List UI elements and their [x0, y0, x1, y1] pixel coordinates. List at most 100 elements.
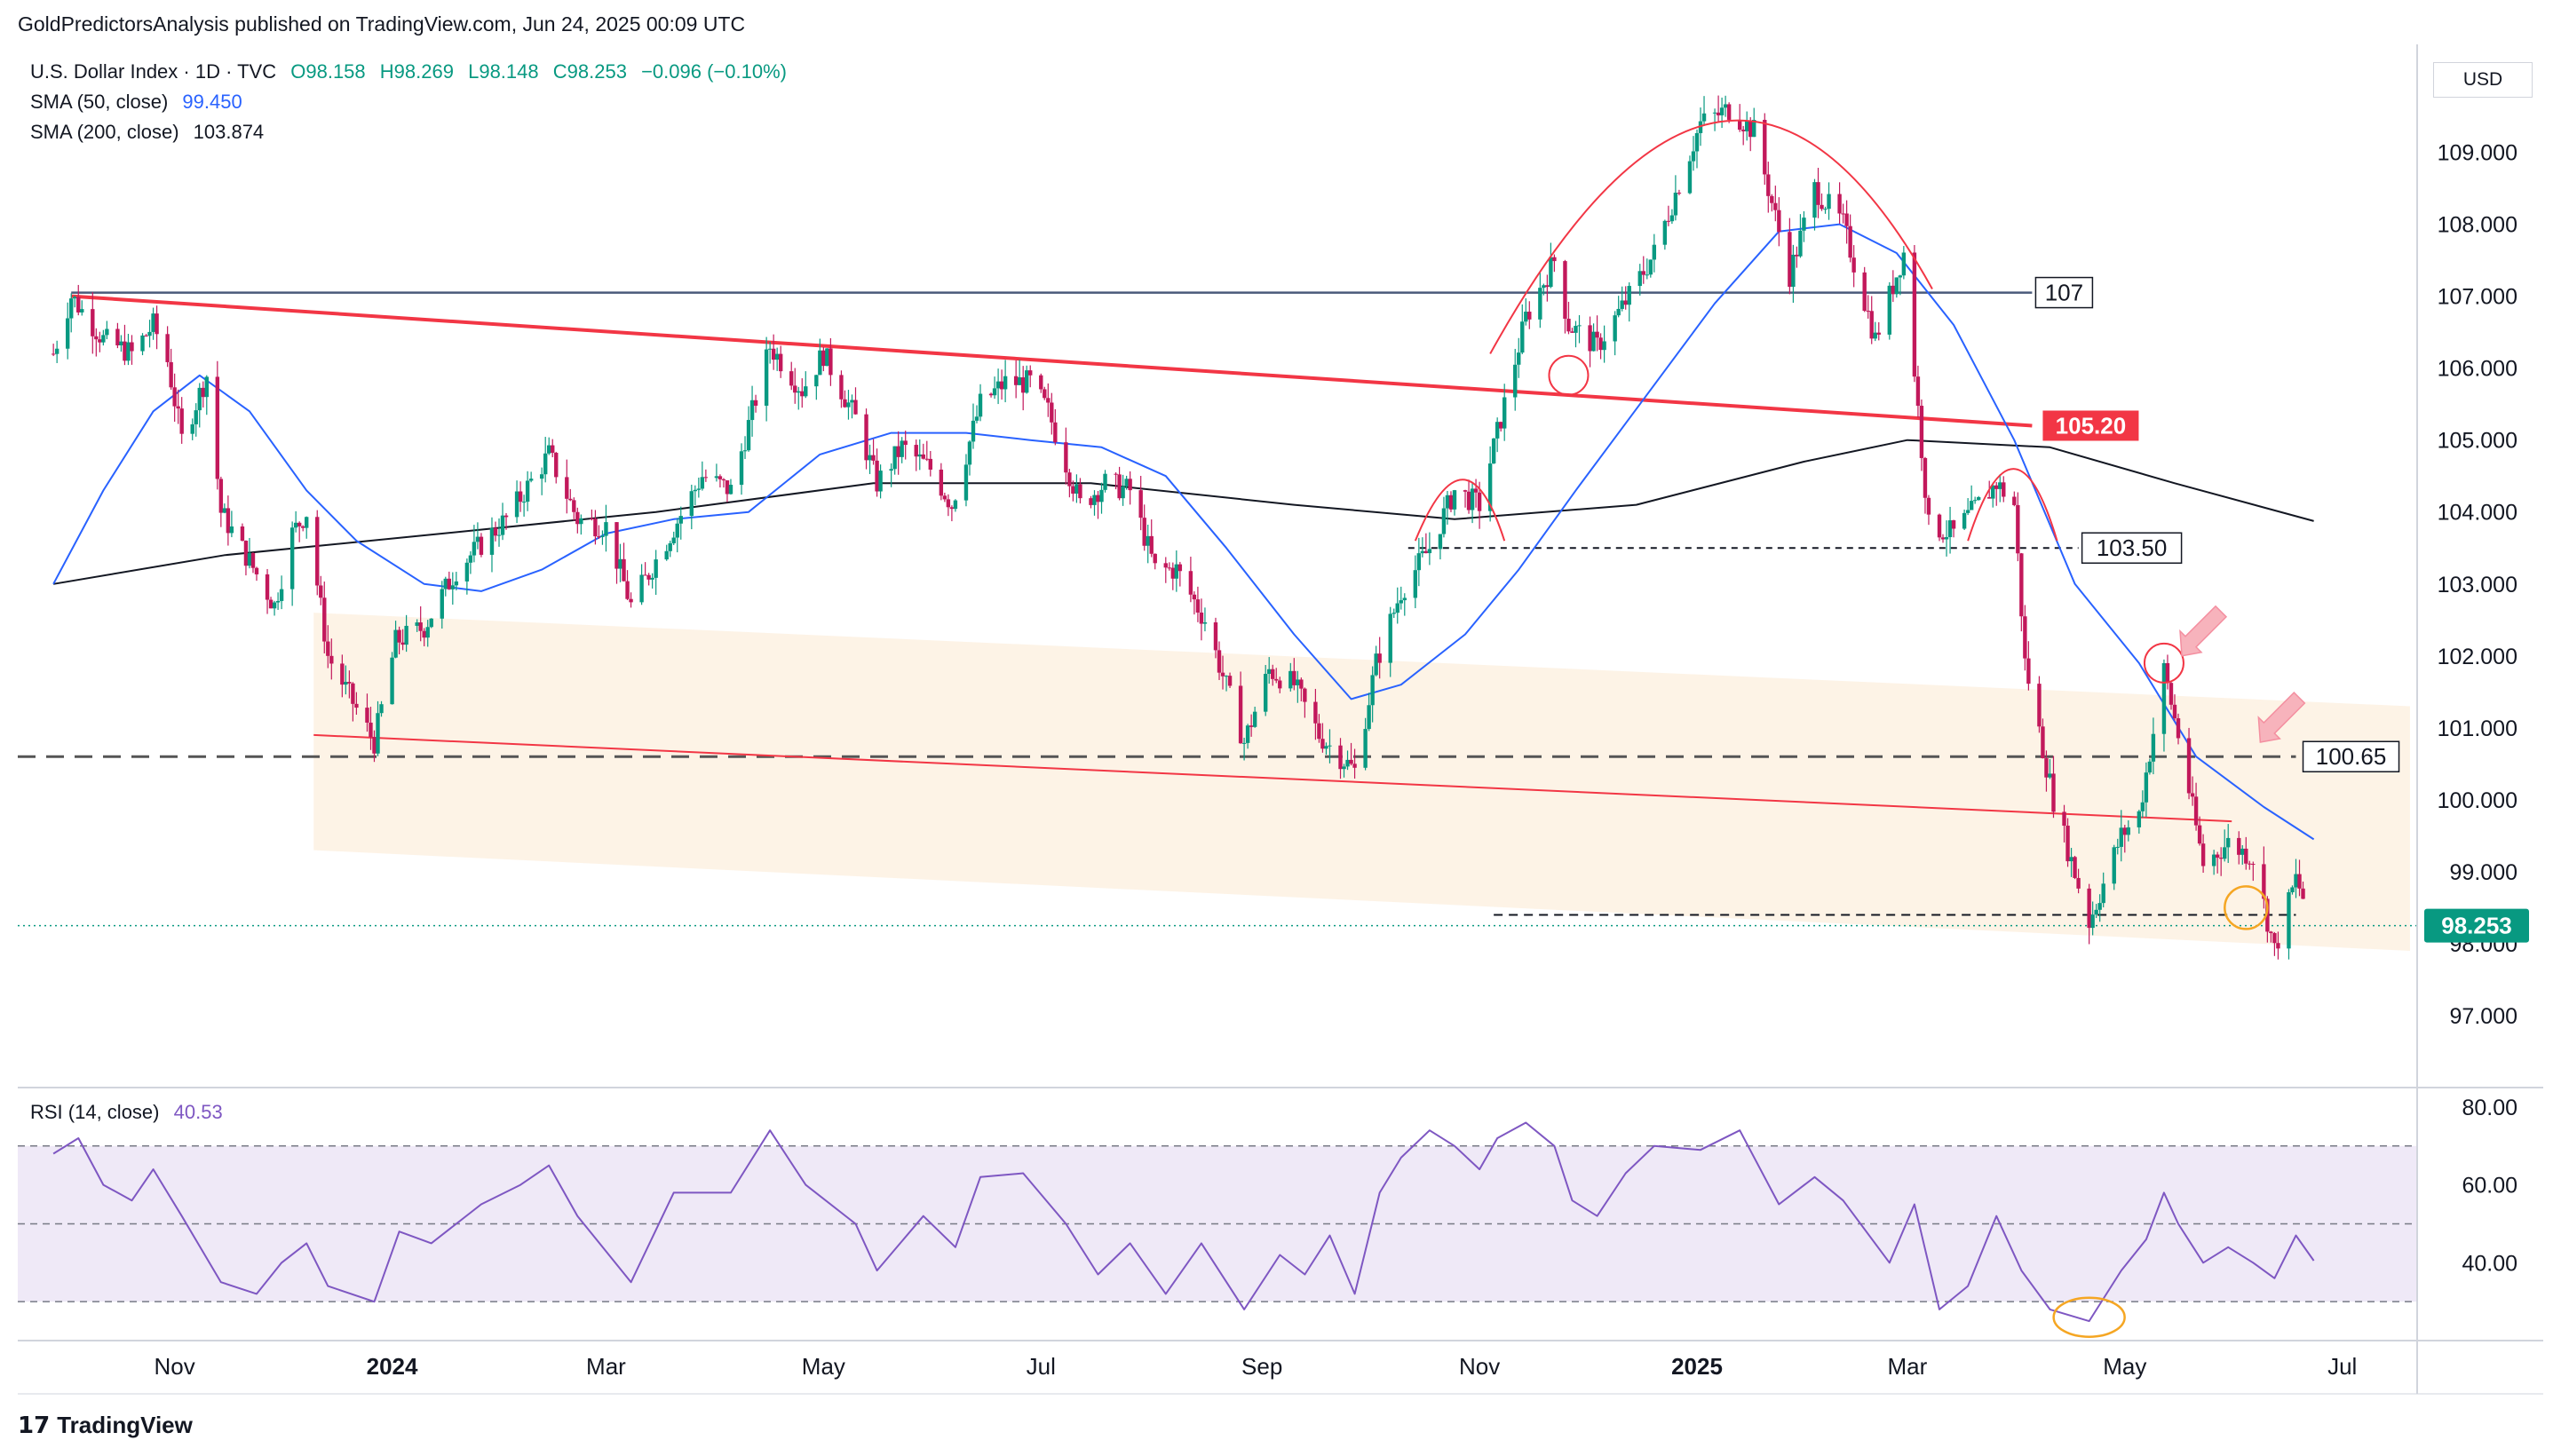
candle-body [489, 527, 495, 555]
sma50-line [52, 223, 2315, 841]
candle-body [2137, 811, 2142, 827]
candle-body [2272, 933, 2277, 944]
candle-body [1416, 553, 1422, 571]
candle-body [1602, 341, 1606, 351]
candle-body [155, 313, 159, 335]
candle-body [579, 518, 583, 525]
currency-button[interactable]: USD [2433, 62, 2533, 98]
candle-body [1502, 397, 1507, 429]
candle-body [354, 703, 359, 708]
label-103-50: 103.50 [2097, 534, 2168, 561]
candle-body [875, 460, 879, 492]
candle-body [369, 722, 373, 738]
candle-body [942, 495, 947, 500]
candle-body [2186, 738, 2192, 794]
symbol-name[interactable]: U.S. Dollar Index · 1D · TVC [30, 60, 277, 83]
candle-body [1887, 285, 1892, 335]
candle-body [825, 348, 829, 367]
candle-body [94, 336, 99, 340]
candle-body [1820, 204, 1824, 210]
candle-body [1170, 567, 1176, 579]
candle-body [1998, 482, 2002, 489]
candle-body [1498, 422, 1503, 429]
candle-body [1103, 473, 1107, 490]
sma50-value: 99.450 [182, 91, 242, 113]
candle-body [475, 536, 480, 542]
candle-body [226, 508, 231, 534]
candle-body [593, 518, 598, 537]
candle-body [1487, 463, 1493, 511]
candle-body [2097, 903, 2102, 910]
candle-body [1114, 473, 1118, 475]
candle-body [197, 387, 202, 411]
candle-body [1563, 261, 1567, 319]
candle-body [1898, 275, 1903, 278]
candle-body [1020, 377, 1026, 393]
candle-body [1345, 759, 1350, 767]
candle-body [1944, 537, 1949, 540]
candle-body [889, 469, 893, 471]
price-tick-label: 99.000 [2450, 860, 2517, 885]
candle-body [892, 446, 897, 470]
candle-body [1851, 257, 1856, 273]
candle-body [176, 406, 180, 409]
candle-body [322, 597, 327, 642]
publish-line: GoldPredictorsAnalysis published on Trad… [18, 12, 746, 36]
candle-body [2069, 857, 2073, 862]
label-107-box [2034, 276, 2094, 309]
trendline-red [71, 294, 2033, 428]
candle-body [344, 682, 348, 685]
candle-body [1117, 474, 1122, 499]
candle-body [1028, 370, 1033, 376]
candle-body [917, 454, 922, 457]
candle-body [1217, 650, 1222, 673]
candle-body [443, 578, 448, 590]
candle-body [590, 518, 594, 519]
candle-body [240, 526, 245, 542]
candle-body [778, 353, 783, 372]
retest-circle-may [2143, 642, 2184, 684]
candle-body [1466, 491, 1471, 510]
candle-body [1320, 739, 1325, 749]
candle-body [179, 408, 184, 434]
candle-body [2023, 616, 2027, 659]
candle-body [554, 452, 559, 478]
rounding-top-arc [1489, 119, 1933, 354]
candle-body [1121, 486, 1125, 499]
candle-body [289, 527, 295, 590]
change-value: −0.096 (−0.10%) [641, 60, 787, 83]
candle-body [1278, 680, 1282, 689]
candle-body [900, 440, 904, 457]
candle-body [1003, 376, 1008, 390]
sma50-legend[interactable]: SMA (50, close) 99.450 [30, 91, 251, 114]
candle-body [1538, 288, 1542, 320]
candle-body [528, 479, 534, 481]
candle-body [1542, 285, 1546, 289]
candle-body [1138, 490, 1143, 518]
candle-body [1669, 215, 1675, 222]
candle-body [1292, 670, 1296, 685]
sma200-legend[interactable]: SMA (200, close) 103.874 [30, 121, 273, 144]
time-tick-label: Jul [2327, 1353, 2357, 1380]
candle-body [1149, 535, 1154, 554]
tradingview-brand[interactable]: 𝟭𝟳 TradingView [18, 1412, 193, 1439]
candle-body [2065, 826, 2070, 862]
candle-body [1096, 495, 1100, 502]
candle-body [1901, 252, 1907, 276]
rsi-legend[interactable]: RSI (14, close) 40.53 [30, 1101, 232, 1124]
candle-body [1862, 272, 1867, 312]
candle-body [169, 361, 173, 388]
candle-body [804, 386, 808, 397]
candle-body [1591, 331, 1596, 352]
candle-body [1264, 674, 1268, 712]
candle-body [543, 453, 548, 475]
candle-body [1773, 202, 1778, 210]
candle-body [2200, 843, 2206, 866]
candle-body [1962, 512, 1967, 529]
candle-body [1752, 119, 1756, 138]
pointer-arrow-lower [2257, 691, 2306, 743]
candle-body [500, 515, 505, 535]
candle-body [101, 335, 106, 343]
candle-body [714, 476, 719, 479]
candle-body [1994, 485, 1999, 489]
